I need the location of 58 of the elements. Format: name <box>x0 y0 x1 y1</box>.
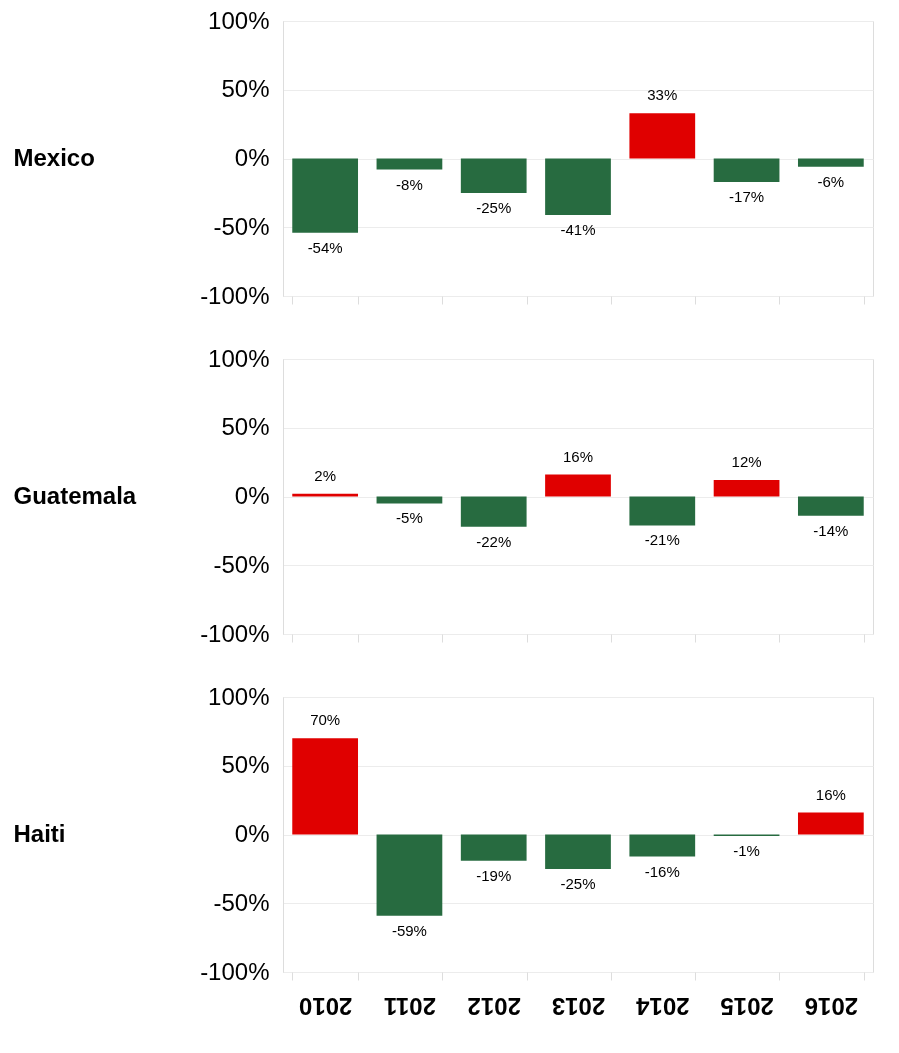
data-label: -59% <box>391 921 427 939</box>
data-label: 33% <box>647 86 678 104</box>
data-label: -5% <box>396 509 423 527</box>
data-label: -8% <box>396 175 423 193</box>
bar <box>292 493 359 497</box>
x-tick-label: 2013 <box>551 992 606 1020</box>
data-label: 12% <box>731 453 762 470</box>
data-label: -1% <box>733 841 760 859</box>
data-label: -25% <box>476 198 512 216</box>
y-tick-label: 0% <box>234 482 270 509</box>
data-label: -41% <box>560 220 596 238</box>
y-axis-title: Guatemala <box>13 482 137 509</box>
x-tick-label: 2011 <box>383 992 436 1020</box>
y-tick-label: 100% <box>208 344 270 372</box>
y-tick-label: 50% <box>221 75 270 103</box>
data-label: -54% <box>307 238 343 256</box>
y-tick-label: 100% <box>208 682 270 710</box>
y-tick-label: 0% <box>234 144 270 171</box>
x-tick-label: 2012 <box>467 992 521 1020</box>
x-tick-label: 2014 <box>635 992 690 1020</box>
data-label: -21% <box>644 531 680 549</box>
y-tick-label: -100% <box>200 281 270 309</box>
y-tick-label: 50% <box>221 413 270 441</box>
data-label: -22% <box>476 532 512 550</box>
data-label: 2% <box>314 466 336 484</box>
bar <box>713 480 780 497</box>
y-tick-label: 0% <box>234 820 270 847</box>
y-tick-label: 50% <box>221 751 270 779</box>
y-axis-title: Mexico <box>13 144 95 171</box>
bar <box>545 834 611 869</box>
x-tick-label: 2015 <box>720 992 774 1020</box>
bar <box>797 812 864 835</box>
y-tick-label: -50% <box>213 212 270 240</box>
x-tick-label: 2010 <box>298 992 353 1020</box>
y-tick-label: -100% <box>200 619 270 647</box>
data-label: 16% <box>815 785 846 803</box>
data-label: -25% <box>560 874 596 892</box>
y-tick-label: -100% <box>200 957 270 985</box>
data-label: 70% <box>310 711 341 729</box>
y-tick-label: 100% <box>208 6 270 34</box>
y-tick-label: -50% <box>213 888 270 916</box>
data-label: -6% <box>817 172 845 190</box>
data-label: -14% <box>813 521 849 539</box>
bar <box>545 474 611 497</box>
y-axis-title: Haiti <box>13 820 66 847</box>
y-tick-label: -50% <box>213 550 270 578</box>
data-label: -19% <box>476 866 512 884</box>
bar <box>629 834 696 857</box>
data-label: -16% <box>644 862 680 880</box>
bar <box>797 496 864 516</box>
data-label: -17% <box>729 187 765 205</box>
x-tick-label: 2016 <box>804 992 859 1020</box>
data-label: 16% <box>562 447 594 465</box>
bar <box>460 496 527 527</box>
bar <box>376 834 443 916</box>
bar <box>629 496 696 526</box>
bar <box>460 834 527 861</box>
bar <box>292 738 359 835</box>
